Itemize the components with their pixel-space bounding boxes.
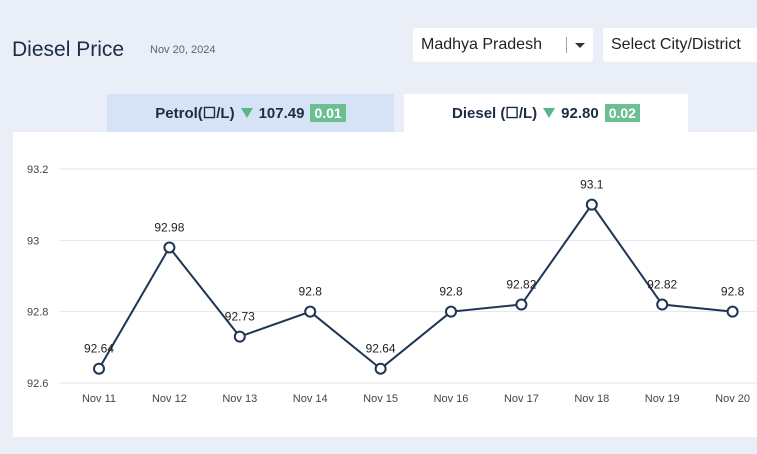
data-label: 92.73 <box>225 310 255 324</box>
tab-petrol[interactable]: Petrol(☐/L) 107.49 0.01 <box>107 94 394 132</box>
x-tick-label: Nov 20 <box>715 393 750 405</box>
data-label: 92.82 <box>506 278 536 292</box>
x-tick-label: Nov 15 <box>363 393 398 405</box>
data-label: 92.82 <box>647 278 677 292</box>
data-label: 92.8 <box>299 285 323 299</box>
x-tick-label: Nov 13 <box>222 393 257 405</box>
x-tick-label: Nov 18 <box>574 393 609 405</box>
data-label: 92.64 <box>366 342 396 356</box>
x-tick-label: Nov 12 <box>152 393 187 405</box>
y-tick-label: 93.2 <box>27 164 48 176</box>
state-select-value: Madhya Pradesh <box>421 36 542 53</box>
tab-diesel-change-badge: 0.02 <box>604 104 640 122</box>
data-point <box>515 298 528 311</box>
trend-down-icon <box>240 108 253 118</box>
price-line-chart: 92.6 92.8 93 93.2 Nov 11 Nov 12 Nov 13 Nov 14 No… <box>27 164 757 405</box>
chevron-down-icon[interactable] <box>575 43 585 48</box>
tab-petrol-label: Petrol(☐/L) <box>155 105 235 122</box>
chart-card: 92.6 92.8 93 93.2 Nov 11 Nov 12 Nov 13 Nov 14 No… <box>13 132 757 437</box>
x-tick-label: Nov 16 <box>434 393 469 405</box>
state-select[interactable]: Madhya Pradesh <box>413 28 593 62</box>
data-label: 92.8 <box>439 285 463 299</box>
city-select-value: Select City/District <box>611 36 741 53</box>
data-label: 93.1 <box>580 178 604 192</box>
data-point <box>726 305 739 318</box>
data-label: 92.64 <box>84 342 114 356</box>
page-title: Diesel Price <box>12 38 125 61</box>
tab-diesel-label: Diesel (☐/L) <box>452 105 538 122</box>
y-tick-label: 92.6 <box>27 378 48 390</box>
x-tick-label: Nov 14 <box>293 393 328 405</box>
page-date: Nov 20, 2024 <box>150 44 216 56</box>
data-point <box>445 305 457 318</box>
data-point <box>93 362 105 375</box>
data-point <box>656 298 669 311</box>
y-tick-label: 92.8 <box>27 307 48 319</box>
data-label: 92.8 <box>721 285 745 299</box>
select-separator <box>566 37 567 53</box>
data-point <box>304 305 317 318</box>
city-select[interactable]: Select City/District <box>603 28 757 62</box>
data-label: 92.98 <box>154 220 184 234</box>
tab-petrol-value: 107.49 <box>258 104 305 122</box>
series-line <box>98 202 733 371</box>
x-tick-label: Nov 11 <box>82 393 116 405</box>
x-tick-label: Nov 17 <box>504 393 539 405</box>
y-tick-label: 93 <box>27 235 39 247</box>
tab-petrol-change-badge: 0.01 <box>310 104 346 122</box>
data-point <box>585 198 598 211</box>
x-tick-label: Nov 19 <box>645 393 680 405</box>
tab-diesel[interactable]: Diesel (☐/L) 92.80 0.02 <box>404 94 688 132</box>
tab-diesel-value: 92.80 <box>561 104 599 122</box>
data-point <box>374 362 387 375</box>
data-point <box>233 330 246 343</box>
data-point <box>163 241 176 254</box>
trend-down-icon <box>543 108 556 118</box>
